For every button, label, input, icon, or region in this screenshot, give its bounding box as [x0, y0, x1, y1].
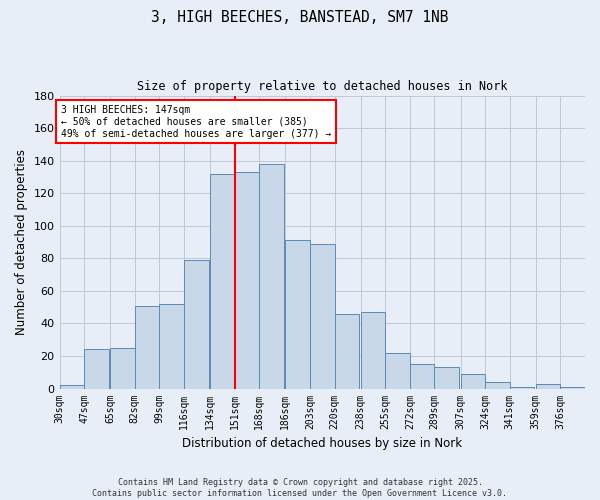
Bar [310, 244, 335, 388]
Bar [184, 260, 209, 388]
Bar [135, 306, 160, 388]
Text: 3, HIGH BEECHES, BANSTEAD, SM7 1NB: 3, HIGH BEECHES, BANSTEAD, SM7 1NB [151, 10, 449, 25]
Bar [560, 387, 585, 388]
Bar [510, 387, 535, 388]
X-axis label: Distribution of detached houses by size in Nork: Distribution of detached houses by size … [182, 437, 463, 450]
Text: 3 HIGH BEECHES: 147sqm
← 50% of detached houses are smaller (385)
49% of semi-de: 3 HIGH BEECHES: 147sqm ← 50% of detached… [61, 106, 331, 138]
Bar [259, 164, 284, 388]
Bar [536, 384, 560, 388]
Bar [235, 172, 259, 388]
Bar [385, 352, 410, 388]
Bar [286, 240, 310, 388]
Bar [410, 364, 434, 388]
Text: Contains HM Land Registry data © Crown copyright and database right 2025.
Contai: Contains HM Land Registry data © Crown c… [92, 478, 508, 498]
Bar [210, 174, 235, 388]
Bar [110, 348, 135, 389]
Bar [434, 368, 459, 388]
Bar [59, 386, 84, 388]
Title: Size of property relative to detached houses in Nork: Size of property relative to detached ho… [137, 80, 508, 93]
Bar [461, 374, 485, 388]
Bar [335, 314, 359, 388]
Y-axis label: Number of detached properties: Number of detached properties [15, 149, 28, 335]
Bar [160, 304, 184, 388]
Bar [485, 382, 510, 388]
Bar [361, 312, 385, 388]
Bar [84, 350, 109, 389]
